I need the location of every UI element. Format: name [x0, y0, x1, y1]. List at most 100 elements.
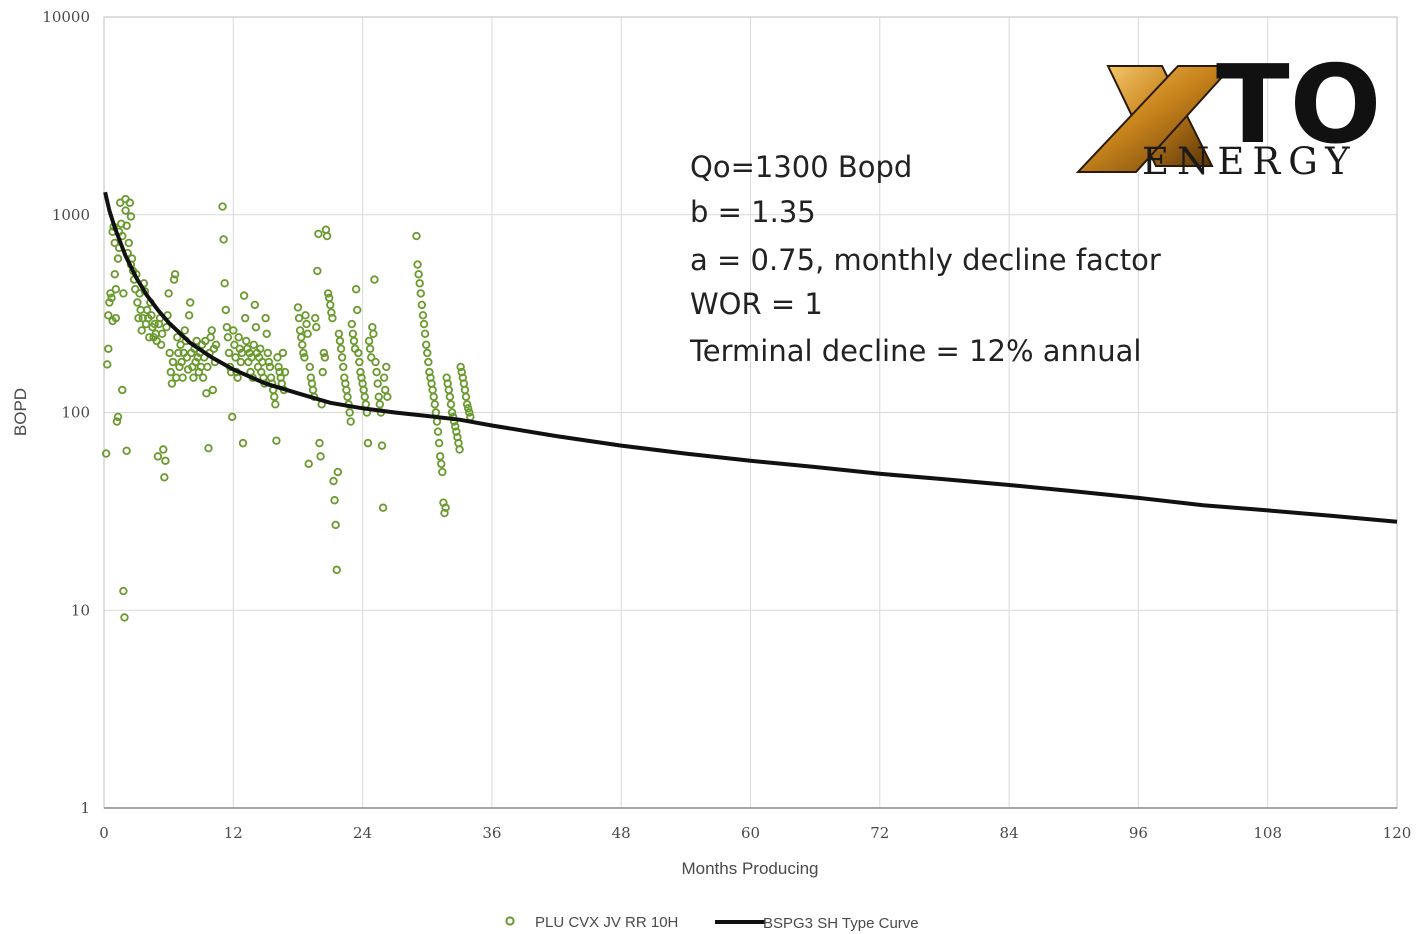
- scatter-point: [295, 326, 305, 335]
- x-tick-label: 96: [1129, 824, 1148, 842]
- scatter-point: [360, 392, 369, 402]
- annotation-qo: Qo=1300 Bopd: [690, 150, 912, 184]
- scatter-point: [433, 427, 443, 436]
- scatter-point: [119, 586, 128, 596]
- scatter-point: [218, 202, 227, 211]
- scatter-point: [333, 467, 343, 477]
- y-tick-label: 1000: [52, 206, 90, 224]
- scatter-point: [133, 298, 142, 307]
- scatter-point: [113, 254, 123, 263]
- scatter-point: [112, 417, 122, 426]
- scatter-point: [438, 467, 447, 477]
- scatter-point: [198, 373, 208, 382]
- scatter-point: [383, 392, 392, 402]
- scatter-point: [434, 438, 444, 448]
- annotation-box: Qo=1300 Bopd b = 1.35 a = 0.75, monthly …: [689, 150, 1161, 368]
- scatter-point: [337, 353, 347, 362]
- y-tick-label: 10: [71, 601, 90, 619]
- x-axis-title: Months Producing: [681, 859, 818, 878]
- scatter-point: [233, 373, 242, 382]
- scatter-point: [201, 336, 210, 346]
- legend-scatter-marker: [505, 916, 515, 926]
- scatter-point: [299, 348, 308, 358]
- scatter-point: [437, 459, 446, 469]
- scatter-point: [176, 340, 185, 349]
- scatter-point: [251, 322, 261, 332]
- scatter-point: [320, 353, 330, 362]
- scatter-point: [323, 289, 333, 298]
- annotation-a: a = 0.75, monthly decline factor: [690, 243, 1161, 277]
- scatter-point: [441, 503, 450, 512]
- scatter-point: [111, 313, 121, 323]
- scatter-point: [147, 311, 156, 320]
- scatter-point: [315, 438, 324, 448]
- scatter-point: [134, 313, 143, 323]
- scatter-point: [236, 357, 246, 367]
- scatter-point: [162, 322, 171, 332]
- scatter-point: [165, 348, 174, 358]
- scatter-point: [310, 313, 320, 323]
- scatter-point: [222, 322, 232, 332]
- scatter-point: [111, 285, 121, 294]
- scatter-point: [156, 340, 166, 349]
- scatter-point: [160, 473, 169, 482]
- scatter-point: [106, 289, 115, 298]
- scatter-point: [271, 400, 280, 409]
- scatter-point: [122, 446, 131, 456]
- scatter-point: [328, 313, 337, 323]
- scatter-point: [278, 348, 288, 358]
- scatter-point: [142, 305, 152, 315]
- scatter-point: [145, 333, 154, 342]
- scatter-point: [239, 291, 249, 300]
- scatter-point: [312, 322, 321, 332]
- scatter-point: [330, 496, 339, 505]
- scatter-point: [237, 348, 247, 358]
- scatter-point: [180, 326, 190, 335]
- scatter-point: [182, 353, 192, 362]
- scatter-point: [451, 422, 460, 431]
- y-tick-label: 1: [80, 799, 90, 817]
- scatter-point: [203, 362, 212, 372]
- scatter-point: [238, 438, 248, 448]
- scatter-point: [417, 300, 427, 310]
- scatter-point: [373, 379, 382, 388]
- scatter-point: [301, 311, 310, 320]
- type-curve-line: [103, 191, 1398, 524]
- scatter-point: [347, 319, 357, 329]
- scatter-point: [313, 266, 322, 276]
- scatter-point: [272, 436, 281, 445]
- scatter-point: [349, 336, 359, 346]
- scatter-point: [348, 329, 358, 339]
- scatter-point: [364, 336, 374, 346]
- scatter-point: [166, 367, 176, 377]
- scatter-point: [157, 329, 167, 339]
- scatter-point: [110, 238, 119, 248]
- scatter-point: [184, 311, 194, 320]
- scatter-point: [378, 503, 388, 512]
- x-axis-ticks: 0 12 24 36 48 60 72 84 96 108 120: [99, 824, 1411, 842]
- scatter-point: [185, 298, 195, 307]
- logo-to-text: TO: [1216, 43, 1381, 168]
- scatter-point: [189, 373, 198, 382]
- scatter-point: [119, 289, 128, 298]
- legend: PLU CVX JV RR 10H BSPG3 SH Type Curve: [505, 914, 919, 932]
- scatter-point: [461, 392, 471, 402]
- scatter-point: [445, 392, 455, 402]
- scatter-point: [125, 198, 135, 207]
- scatter-point: [242, 336, 251, 346]
- y-tick-label: 100: [61, 404, 90, 422]
- scatter-point: [370, 275, 379, 284]
- scatter-point: [101, 449, 111, 458]
- scatter-point: [302, 319, 311, 329]
- scatter-point: [118, 385, 127, 395]
- scatter-point: [381, 385, 390, 395]
- scatter-point: [303, 329, 312, 339]
- scatter-point: [207, 326, 216, 335]
- scatter-point: [447, 408, 457, 417]
- scatter-point: [455, 445, 464, 454]
- scatter-point: [324, 293, 334, 303]
- scatter-point: [355, 357, 364, 367]
- scatter-point: [377, 441, 387, 450]
- scatter-point: [249, 340, 258, 349]
- scatter-point: [456, 362, 465, 372]
